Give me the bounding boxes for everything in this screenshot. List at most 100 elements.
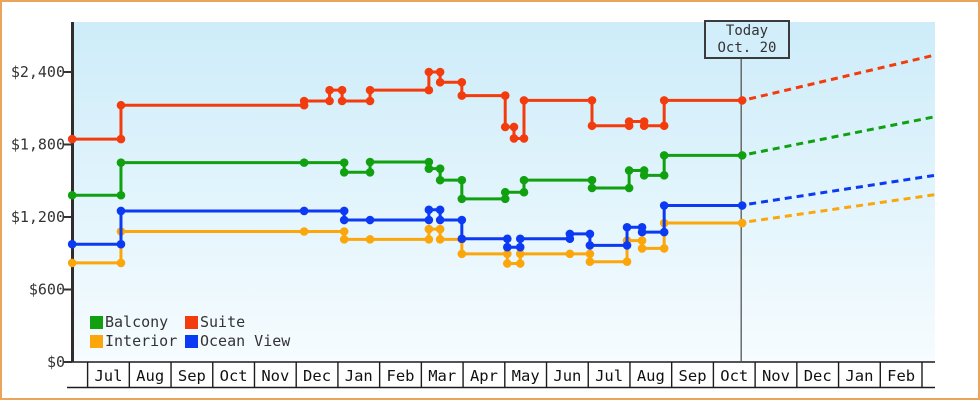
interior-point	[435, 224, 445, 234]
month-label: Feb	[387, 367, 415, 385]
month-label: Dec	[804, 367, 832, 385]
ocean-view-point	[515, 234, 525, 244]
month-label: Mar	[428, 367, 456, 385]
suite-point	[737, 96, 747, 105]
interior-point	[339, 227, 349, 236]
ocean-view-point	[339, 206, 349, 216]
suite-point	[519, 96, 529, 105]
balcony-point	[457, 175, 467, 185]
ocean-view-point	[457, 234, 467, 244]
suite-point	[325, 85, 334, 95]
balcony-point	[639, 171, 649, 180]
suite-point	[457, 91, 467, 100]
suite-point	[624, 117, 634, 126]
suite-point	[116, 100, 126, 110]
balcony-point	[500, 194, 510, 204]
interior-point	[503, 249, 512, 259]
suite-point	[500, 122, 510, 132]
month-label: Sep	[178, 367, 206, 385]
suite-point	[659, 121, 669, 131]
balcony-point	[365, 167, 375, 177]
today-date: Oct. 20	[717, 40, 777, 56]
today-label: Today	[725, 23, 769, 39]
interior-point	[585, 257, 595, 267]
month-label: Apr	[470, 367, 498, 385]
balcony-point	[500, 187, 510, 197]
balcony-point	[424, 157, 434, 167]
balcony-series	[67, 115, 936, 204]
ocean-view-point	[116, 239, 126, 249]
balcony-point	[299, 158, 309, 167]
today-box: Today Oct. 20	[704, 20, 790, 59]
legend-label-interior: Interior	[105, 332, 178, 350]
interior-point	[637, 244, 647, 253]
suite-point	[116, 134, 126, 144]
balcony-point	[519, 175, 529, 185]
y-tick-label: $0	[47, 353, 65, 371]
suite-point	[424, 67, 434, 77]
legend-item-interior: Interior	[90, 332, 185, 350]
month-label: Jun	[553, 367, 581, 385]
suite-point	[365, 85, 375, 95]
balcony-point	[116, 190, 126, 200]
balcony-point	[435, 175, 445, 185]
interior-point	[503, 259, 512, 268]
balcony-point	[339, 167, 349, 177]
ocean-view-point	[637, 227, 647, 237]
month-label: Oct	[220, 367, 248, 385]
balcony-point	[587, 175, 597, 185]
interior-point	[116, 258, 126, 268]
ocean-view-point	[622, 222, 632, 232]
legend-label-ocean-view: Ocean View	[200, 332, 291, 350]
balcony-point	[659, 151, 669, 160]
suite-series	[67, 53, 936, 144]
month-label: Nov	[261, 367, 289, 385]
balcony-point	[624, 183, 634, 193]
suite-point	[435, 67, 445, 77]
suite-point	[325, 96, 334, 106]
interior-point	[365, 235, 375, 244]
interior-point	[457, 249, 467, 259]
month-label: Feb	[887, 367, 915, 385]
interior-point	[435, 235, 445, 244]
suite-swatch-icon	[185, 315, 198, 329]
suite-point	[457, 77, 467, 87]
ocean-view-point	[503, 242, 512, 252]
ocean-view-point	[299, 206, 309, 216]
interior-point	[737, 218, 747, 228]
balcony-point	[424, 164, 434, 173]
balcony-point	[587, 183, 597, 193]
interior-point	[67, 258, 77, 268]
suite-point	[639, 121, 649, 131]
suite-point	[67, 134, 77, 144]
ocean-view-point	[435, 215, 445, 225]
interior-point	[515, 249, 525, 259]
ocean-view-swatch-icon	[185, 334, 198, 348]
interior-point	[659, 244, 669, 253]
interior-point	[424, 224, 434, 234]
legend-item-balcony: Balcony	[90, 313, 185, 331]
interior-point	[299, 227, 309, 236]
y-tick-label: $1,800	[11, 136, 65, 154]
ocean-view-point	[622, 241, 632, 250]
interior-point	[637, 236, 647, 245]
ocean-view-point	[503, 234, 512, 244]
suite-point	[337, 96, 347, 106]
suite-point	[299, 96, 309, 106]
ocean-view-point	[585, 229, 595, 239]
balcony-point	[67, 190, 77, 200]
suite-point	[365, 96, 375, 106]
interior-swatch-icon	[90, 334, 103, 348]
ocean-view-point	[339, 215, 349, 225]
ocean-view-point	[659, 227, 669, 237]
ocean-view-series	[67, 173, 936, 252]
balcony-point	[365, 157, 375, 167]
month-axis	[67, 361, 935, 389]
y-tick-label: $1,200	[11, 208, 65, 226]
interior-point	[622, 257, 632, 267]
month-label: Oct	[720, 367, 748, 385]
month-label: Aug	[637, 367, 665, 385]
ocean-view-point	[585, 241, 595, 250]
ocean-view-point	[457, 215, 467, 225]
suite-point	[337, 85, 347, 95]
